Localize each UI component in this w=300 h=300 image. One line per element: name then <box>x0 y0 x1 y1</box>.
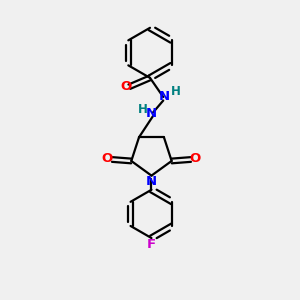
Text: O: O <box>102 152 113 164</box>
Text: H: H <box>171 85 181 98</box>
Text: N: N <box>159 91 170 103</box>
Text: N: N <box>146 107 157 120</box>
Text: N: N <box>146 175 157 188</box>
Text: O: O <box>190 152 201 164</box>
Text: F: F <box>147 238 156 251</box>
Text: H: H <box>138 103 148 116</box>
Text: O: O <box>120 80 131 93</box>
